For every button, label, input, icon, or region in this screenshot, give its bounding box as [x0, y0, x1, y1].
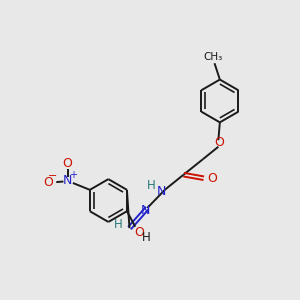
Text: N: N — [140, 204, 150, 218]
Text: O: O — [44, 176, 53, 189]
Text: O: O — [134, 226, 144, 238]
Text: CH₃: CH₃ — [203, 52, 223, 62]
Text: H: H — [147, 179, 156, 193]
Text: N: N — [156, 185, 166, 198]
Text: H: H — [142, 232, 151, 244]
Text: O: O — [207, 172, 217, 185]
Text: N: N — [62, 174, 72, 188]
Text: H: H — [114, 218, 123, 231]
Text: +: + — [70, 170, 77, 180]
Text: −: − — [48, 171, 57, 181]
Text: O: O — [214, 136, 224, 149]
Text: O: O — [63, 157, 73, 169]
